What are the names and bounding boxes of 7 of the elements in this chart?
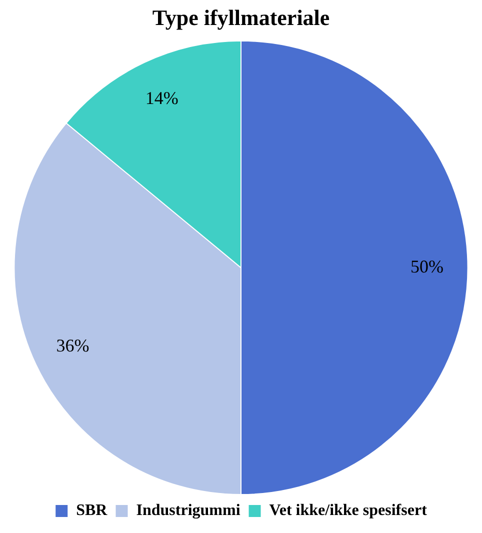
legend-label: Industrigummi xyxy=(136,502,241,520)
chart-title: Type ifyllmateriale xyxy=(152,4,330,30)
data-label: 36% xyxy=(56,336,90,356)
data-label: 50% xyxy=(410,256,444,276)
data-label: 14% xyxy=(145,88,178,108)
legend-label: Vet ikke/ikke spesifsert xyxy=(269,502,428,520)
legend-label: SBR xyxy=(76,502,108,520)
